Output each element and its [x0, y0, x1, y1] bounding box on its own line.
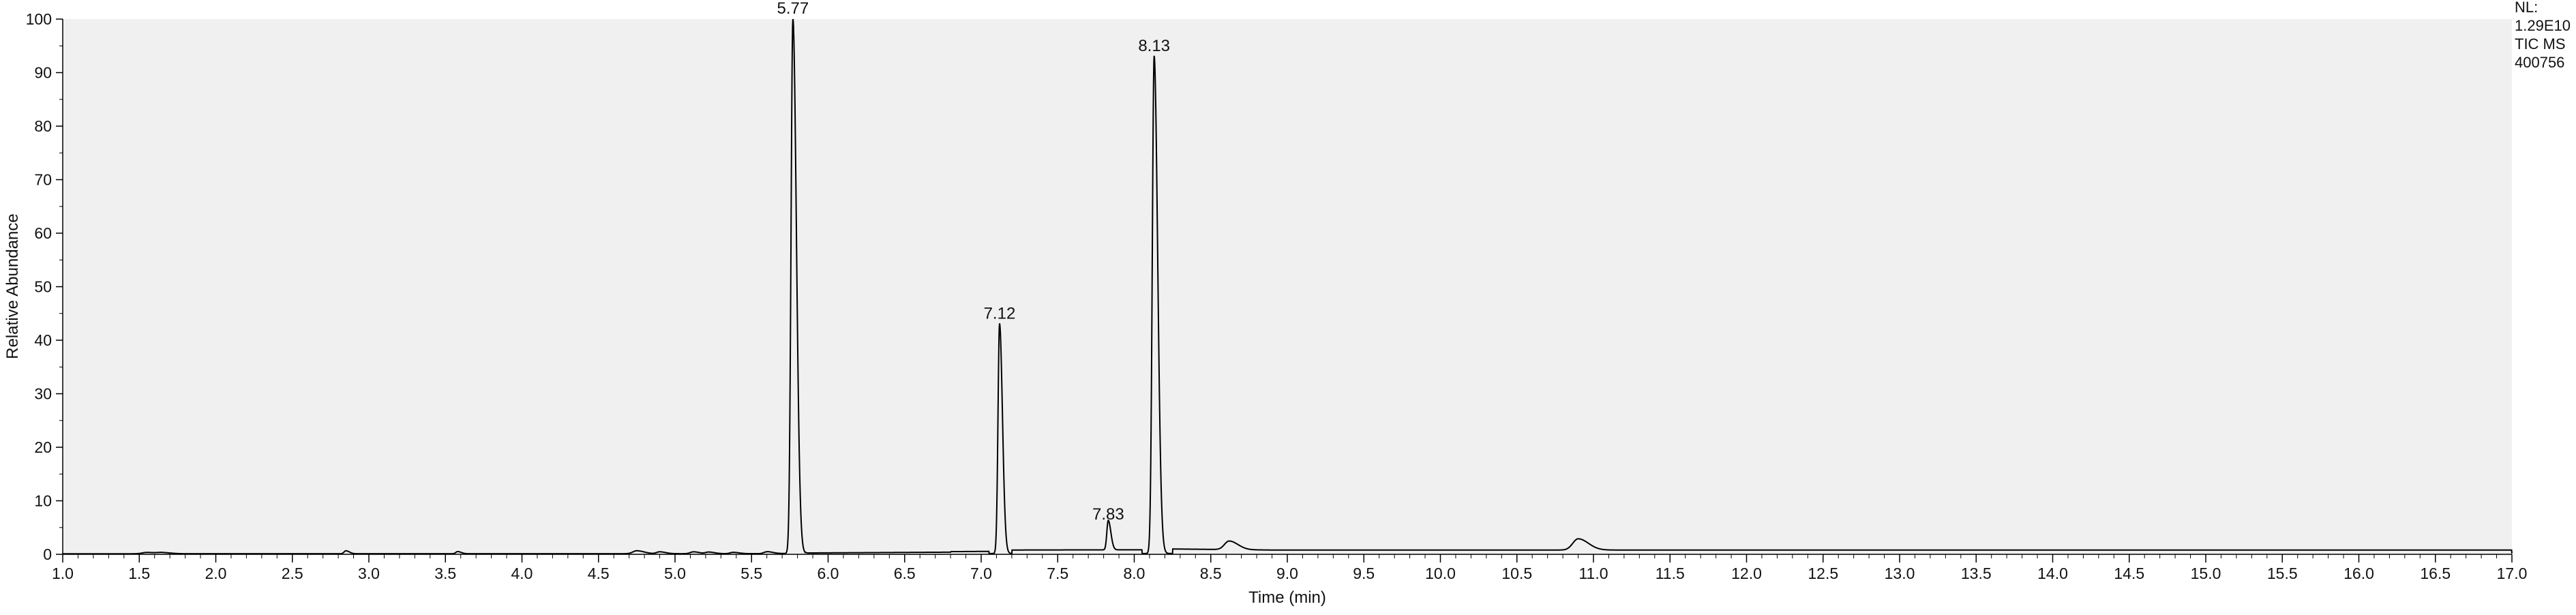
y-axis-title: Relative Abundance — [3, 213, 22, 359]
x-tick-label: 15.5 — [2267, 565, 2298, 582]
x-axis-ticks: 1.0 1.5 2.0 2.5 3.0 3.5 4.0 4.5 5.0 5.5 6.0 6.5 7.0 7… — [52, 554, 2527, 582]
x-tick-label: 16.5 — [2420, 565, 2451, 582]
side-annotations: NL: 1.29E10 TIC MS 400756 — [2515, 0, 2571, 71]
tic-trace — [62, 18, 2513, 555]
y-tick-label: 60 — [34, 224, 52, 242]
x-tick-label: 8.0 — [1124, 565, 1145, 582]
peak-label: 7.12 — [984, 304, 1016, 322]
x-tick-label: 10.0 — [1425, 565, 1456, 582]
x-tick-label: 9.0 — [1276, 565, 1298, 582]
plot-area — [63, 19, 2512, 554]
y-tick-label: 30 — [34, 385, 52, 403]
side-annotation-scan-type: TIC MS — [2515, 35, 2566, 52]
y-tick-label: 0 — [43, 545, 52, 563]
x-tick-label: 5.0 — [664, 565, 686, 582]
peak-label: 8.13 — [1138, 37, 1170, 55]
x-tick-label: 12.5 — [1808, 565, 1838, 582]
x-tick-label: 4.5 — [588, 565, 610, 582]
peak-label: 7.83 — [1092, 505, 1124, 524]
side-annotation-nl: NL: — [2515, 0, 2538, 16]
x-tick-label: 17.0 — [2497, 565, 2528, 582]
x-tick-label: 1.5 — [128, 565, 150, 582]
x-tick-label: 14.5 — [2114, 565, 2144, 582]
x-tick-label: 3.0 — [358, 565, 380, 582]
x-tick-label: 4.0 — [511, 565, 533, 582]
side-annotation-nl-value: 1.29E10 — [2515, 17, 2571, 34]
x-tick-label: 15.0 — [2191, 565, 2221, 582]
y-tick-label: 70 — [34, 171, 52, 189]
x-tick-label: 3.5 — [434, 565, 456, 582]
x-tick-label: 10.5 — [1501, 565, 1532, 582]
x-tick-label: 5.5 — [740, 565, 762, 582]
x-tick-label: 2.5 — [282, 565, 303, 582]
x-tick-label: 13.0 — [1885, 565, 1915, 582]
x-tick-label: 14.0 — [2037, 565, 2068, 582]
x-tick-label: 9.5 — [1353, 565, 1375, 582]
x-tick-label: 7.0 — [970, 565, 992, 582]
y-tick-label: 90 — [34, 64, 52, 82]
x-tick-label: 11.0 — [1578, 565, 1608, 582]
x-tick-label: 6.0 — [818, 565, 839, 582]
x-tick-label: 8.5 — [1200, 565, 1222, 582]
x-tick-label: 6.5 — [894, 565, 916, 582]
peak-label: 5.77 — [777, 0, 809, 18]
x-tick-label: 13.5 — [1961, 565, 1992, 582]
x-tick-label: 11.5 — [1656, 565, 1685, 582]
x-axis-title: Time (min) — [1248, 588, 1326, 607]
y-axis-ticks: 0 10 20 30 40 50 60 70 80 90 100 — [26, 10, 63, 563]
x-tick-label: 1.0 — [52, 565, 74, 582]
y-tick-label: 80 — [34, 117, 52, 135]
x-tick-label: 12.0 — [1731, 565, 1762, 582]
side-annotation-sample-id: 400756 — [2515, 54, 2564, 71]
y-tick-label: 10 — [34, 492, 52, 510]
y-tick-label: 100 — [26, 10, 52, 28]
x-tick-label: 16.0 — [2343, 565, 2374, 582]
y-tick-label: 20 — [34, 438, 52, 456]
y-tick-label: 50 — [34, 278, 52, 296]
y-tick-label: 40 — [34, 331, 52, 349]
peak-labels: 5.77 7.12 7.83 8.13 — [777, 0, 1171, 524]
x-tick-label: 7.5 — [1047, 565, 1068, 582]
x-tick-label: 2.0 — [205, 565, 227, 582]
